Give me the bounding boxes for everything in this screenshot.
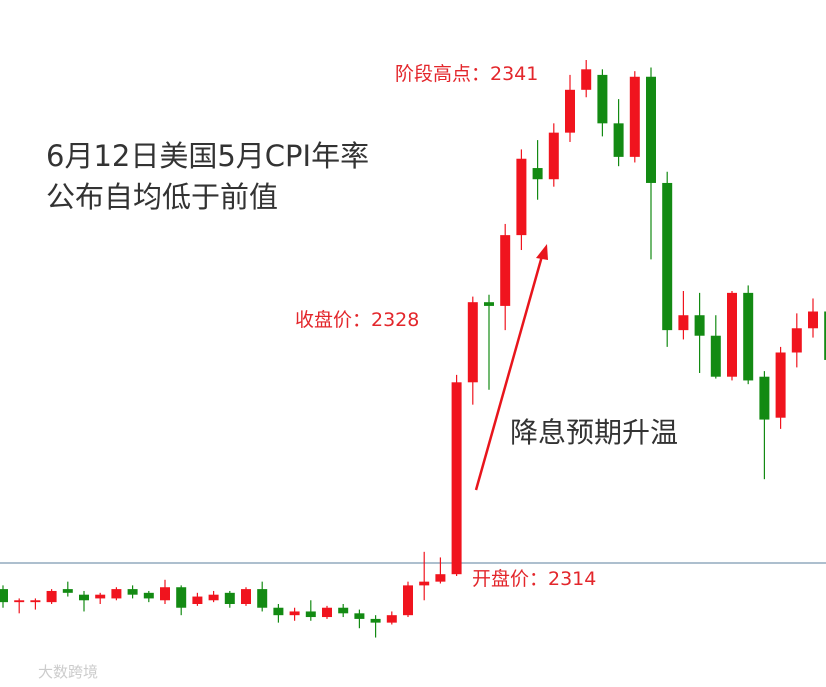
title-line: 6月12日美国5月CPI年率 [46, 139, 369, 173]
watermark: 大数跨境 [38, 663, 98, 681]
annotation: 收盘价：2328 [295, 309, 419, 331]
title-line: 公布自均低于前值 [46, 180, 278, 214]
annotation: 开盘价：2314 [472, 568, 596, 590]
annotation: 降息预期升温 [510, 416, 678, 449]
arrow-head [536, 244, 548, 260]
annotation: 阶段高点：2341 [395, 63, 538, 85]
trend-arrow [474, 255, 544, 491]
candle-body [824, 311, 826, 360]
candle-body [0, 589, 8, 603]
